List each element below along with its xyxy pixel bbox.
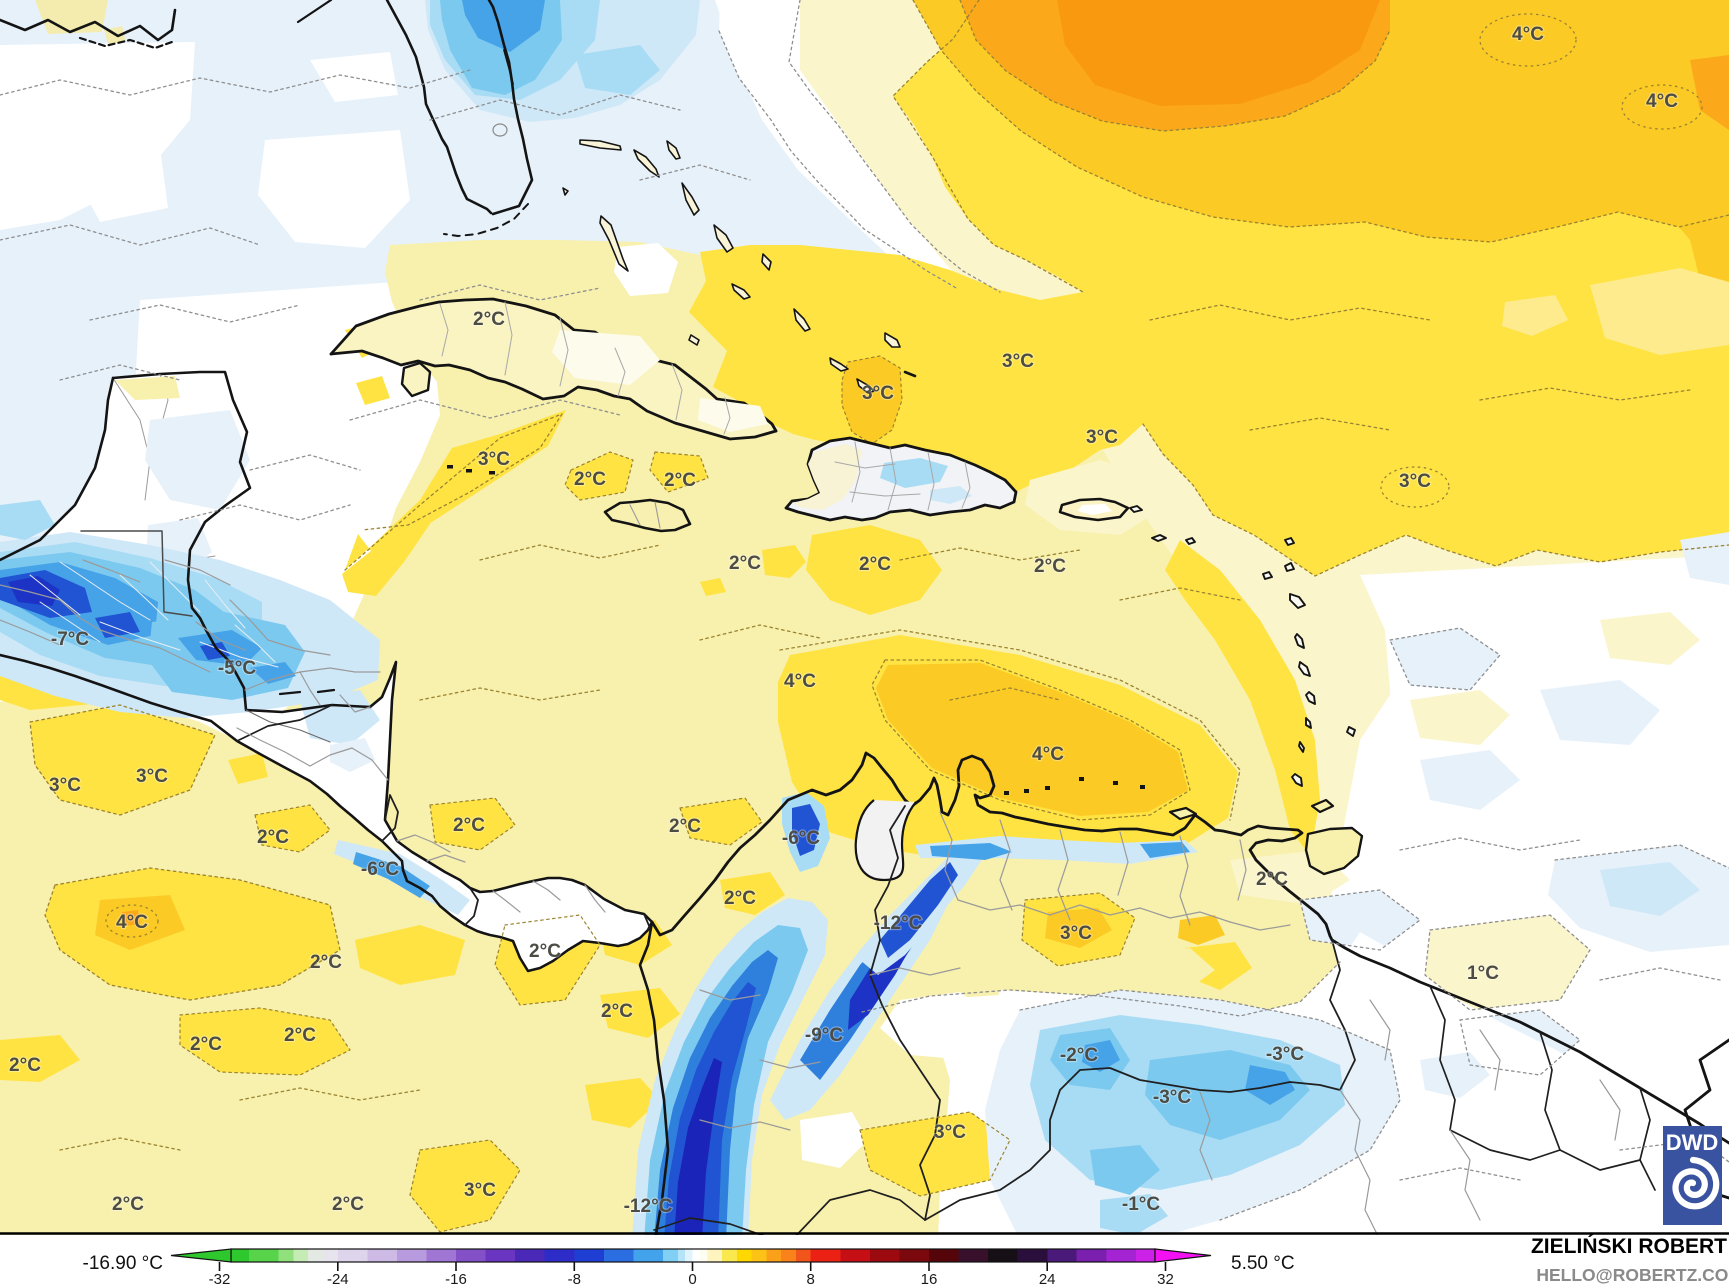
svg-text:3°C: 3°C <box>478 449 510 470</box>
svg-text:2°C: 2°C <box>284 1025 316 1046</box>
svg-text:2°C: 2°C <box>310 952 342 973</box>
svg-text:3°C: 3°C <box>1086 427 1118 448</box>
svg-text:3°C: 3°C <box>1060 923 1092 944</box>
svg-text:2°C: 2°C <box>529 941 561 962</box>
svg-text:-5°C: -5°C <box>218 658 256 679</box>
svg-text:4°C: 4°C <box>116 912 148 933</box>
svg-text:3°C: 3°C <box>464 1180 496 1201</box>
svg-text:3°C: 3°C <box>1002 351 1034 372</box>
svg-text:2°C: 2°C <box>9 1055 41 1076</box>
svg-text:2°C: 2°C <box>574 469 606 490</box>
svg-text:2°C: 2°C <box>473 309 505 330</box>
svg-text:3°C: 3°C <box>934 1122 966 1143</box>
svg-text:3°C: 3°C <box>136 766 168 787</box>
svg-text:-9°C: -9°C <box>805 1025 843 1046</box>
svg-text:2°C: 2°C <box>669 816 701 837</box>
svg-text:16: 16 <box>921 1271 938 1287</box>
svg-text:-6°C: -6°C <box>782 828 820 849</box>
svg-text:0: 0 <box>688 1271 696 1287</box>
svg-text:3°C: 3°C <box>1399 471 1431 492</box>
svg-text:4°C: 4°C <box>1512 24 1544 45</box>
svg-text:-3°C: -3°C <box>1153 1087 1191 1108</box>
svg-text:2°C: 2°C <box>257 827 289 848</box>
svg-text:2°C: 2°C <box>859 554 891 575</box>
svg-text:-8: -8 <box>568 1271 581 1287</box>
svg-text:-24: -24 <box>327 1271 349 1287</box>
svg-text:1°C: 1°C <box>1467 963 1499 984</box>
svg-text:24: 24 <box>1039 1271 1056 1287</box>
svg-text:5.50 °C: 5.50 °C <box>1231 1253 1295 1274</box>
svg-text:-12°C: -12°C <box>874 913 923 934</box>
svg-text:2°C: 2°C <box>453 815 485 836</box>
svg-text:-16.90 °C: -16.90 °C <box>83 1253 163 1274</box>
svg-text:2°C: 2°C <box>332 1194 364 1215</box>
svg-text:2°C: 2°C <box>1256 869 1288 890</box>
svg-text:-3°C: -3°C <box>1266 1044 1304 1065</box>
svg-text:2°C: 2°C <box>729 553 761 574</box>
svg-text:2°C: 2°C <box>112 1194 144 1215</box>
svg-text:2°C: 2°C <box>664 470 696 491</box>
svg-text:2°C: 2°C <box>1034 556 1066 577</box>
svg-text:-6°C: -6°C <box>361 859 399 880</box>
svg-text:2°C: 2°C <box>601 1001 633 1022</box>
svg-text:2°C: 2°C <box>190 1034 222 1055</box>
svg-text:-1°C: -1°C <box>1122 1194 1160 1215</box>
svg-text:-2°C: -2°C <box>1060 1045 1098 1066</box>
svg-text:HELLO@ROBERTZ.COM: HELLO@ROBERTZ.COM <box>1536 1265 1729 1285</box>
svg-text:-16: -16 <box>445 1271 467 1287</box>
svg-text:4°C: 4°C <box>1032 744 1064 765</box>
svg-text:-12°C: -12°C <box>624 1196 673 1217</box>
svg-text:4°C: 4°C <box>784 671 816 692</box>
svg-text:DWD: DWD <box>1666 1130 1719 1155</box>
svg-text:3°C: 3°C <box>49 775 81 796</box>
svg-text:2°C: 2°C <box>724 888 756 909</box>
svg-text:-32: -32 <box>209 1271 231 1287</box>
svg-text:-7°C: -7°C <box>51 629 89 650</box>
svg-text:8: 8 <box>807 1271 815 1287</box>
svg-text:3°C: 3°C <box>862 383 894 404</box>
svg-text:32: 32 <box>1157 1271 1174 1287</box>
svg-text:4°C: 4°C <box>1646 91 1678 112</box>
svg-text:ZIELIŃSKI ROBERT: ZIELIŃSKI ROBERT <box>1531 1235 1727 1258</box>
